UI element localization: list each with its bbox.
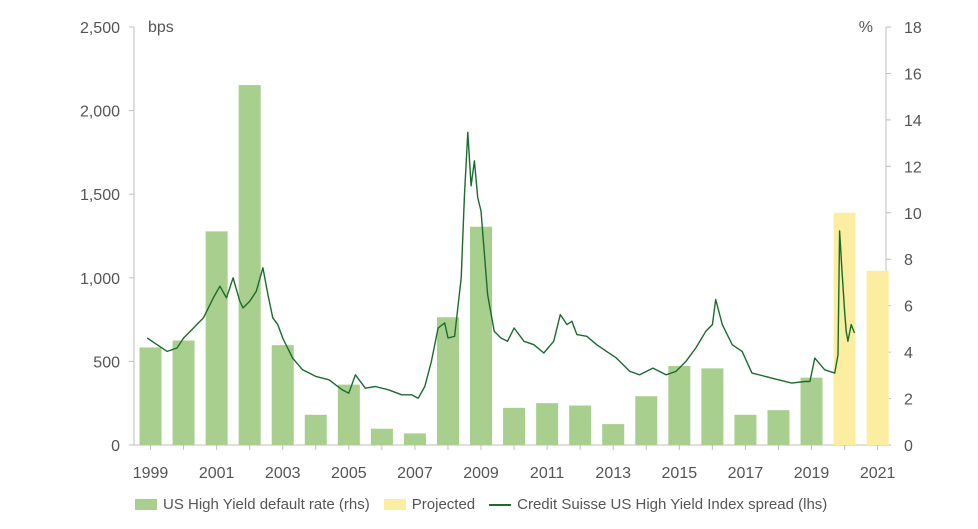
x-tick-label: 2017 (728, 465, 764, 482)
bar-default-rate (139, 347, 162, 445)
bar-default-rate (800, 377, 823, 445)
bar-default-rate (238, 85, 261, 446)
left-axis-unit: bps (148, 19, 174, 36)
bar-default-rate (767, 410, 790, 445)
left-tick-label: 0 (111, 438, 120, 455)
right-tick-label: 6 (904, 299, 913, 316)
bar-default-rate (734, 414, 757, 445)
x-tick-label: 2019 (794, 465, 830, 482)
bar-default-rate (503, 407, 526, 445)
x-tick-label: 2009 (463, 465, 499, 482)
right-tick-label: 2 (904, 392, 913, 409)
bar-projected (866, 270, 889, 445)
right-tick-label: 16 (904, 66, 922, 83)
legend-item-projected: Projected (383, 496, 476, 513)
legend: US High Yield default rate (rhs) Project… (135, 496, 841, 513)
bar-default-rate (370, 428, 393, 445)
legend-swatch-projected (383, 499, 406, 510)
left-tick-label: 1,500 (80, 187, 120, 204)
legend-label-default-rate: US High Yield default rate (rhs) (163, 496, 370, 513)
left-axis: 0 500 1,000 1,500 2,000 2,500 (80, 20, 135, 455)
spread-line (146, 131, 856, 399)
legend-item-spread: Credit Suisse US High Yield Index spread… (489, 496, 827, 513)
right-tick-label: 14 (904, 113, 922, 130)
x-tick-label: 2015 (662, 465, 698, 482)
left-tick-label: 2,500 (80, 20, 120, 37)
x-tick-label: 2001 (199, 465, 235, 482)
bar-default-rate (304, 414, 327, 445)
x-tick-label: 2011 (530, 465, 565, 482)
x-axis: 1999 2001 2003 2005 2007 2009 2011 2013 2015 2017… (133, 444, 896, 482)
bar-default-rate (271, 345, 294, 445)
bar-default-rate (569, 405, 592, 445)
spread-line-layer (146, 131, 856, 399)
legend-label-projected: Projected (411, 496, 476, 513)
bar-default-rate (668, 366, 691, 445)
bar-default-rate (635, 396, 658, 445)
right-axis: 0 2 4 6 8 10 12 14 16 18 (885, 20, 922, 455)
bar-default-rate (172, 340, 195, 445)
bar-default-rate (536, 403, 559, 445)
bar-default-rate (436, 317, 459, 445)
right-tick-label: 4 (904, 345, 913, 362)
x-tick-label: 2003 (265, 465, 301, 482)
right-axis-unit: % (859, 19, 873, 36)
bar-default-rate (337, 384, 360, 445)
legend-item-default-rate: US High Yield default rate (rhs) (135, 496, 370, 513)
left-tick-label: 500 (93, 354, 120, 371)
left-tick-label: 1,000 (80, 271, 120, 288)
right-tick-label: 12 (904, 159, 922, 176)
bars (139, 85, 889, 446)
right-tick-label: 18 (904, 20, 922, 37)
right-tick-label: 8 (904, 252, 913, 269)
right-tick-label: 0 (904, 438, 913, 455)
bar-default-rate (470, 226, 493, 445)
x-tick-label: 2013 (595, 465, 631, 482)
x-tick-label: 2005 (331, 465, 367, 482)
bar-default-rate (701, 368, 724, 445)
x-tick-label: 1999 (133, 465, 169, 482)
left-tick-label: 2,000 (80, 104, 120, 121)
x-tick-label: 2021 (860, 465, 896, 482)
bar-default-rate (403, 433, 426, 445)
x-tick-label: 2007 (397, 465, 433, 482)
legend-swatch-default-rate (135, 499, 157, 510)
right-tick-label: 10 (904, 206, 922, 223)
bar-default-rate (205, 231, 228, 445)
legend-swatch-spread (489, 503, 512, 506)
legend-label-spread: Credit Suisse US High Yield Index spread… (517, 496, 828, 513)
bar-default-rate (602, 424, 625, 445)
